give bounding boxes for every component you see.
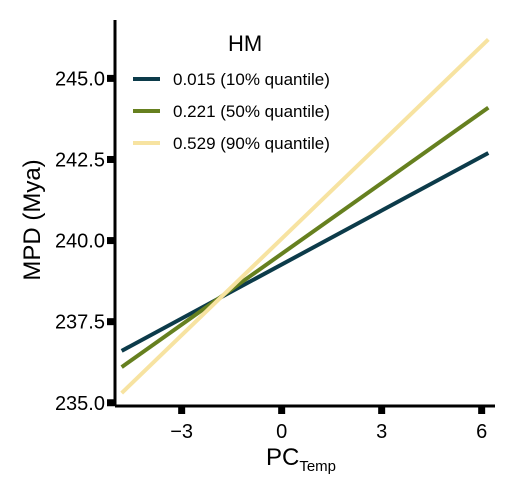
series-line — [120, 105, 490, 369]
y-tick-label: 237.5 — [55, 312, 105, 334]
y-tick-mark — [107, 399, 115, 407]
x-ticks: −3 0 3 6 — [170, 406, 487, 443]
x-axis-title: PCTemp — [266, 444, 336, 475]
legend-label: 0.529 (90% quantile) — [173, 134, 330, 153]
x-tick-mark — [278, 406, 286, 414]
y-tick-mark — [107, 74, 115, 82]
x-tick-mark — [478, 406, 486, 414]
legend-label: 0.221 (50% quantile) — [173, 102, 330, 121]
x-tick-label: 6 — [476, 421, 487, 443]
x-tick-label: 3 — [376, 421, 387, 443]
legend: HM 0.015 (10% quantile) 0.221 (50% quanti… — [133, 31, 330, 153]
y-tick-label: 240.0 — [55, 231, 105, 253]
x-tick-label: 0 — [276, 421, 287, 443]
y-tick-mark — [107, 237, 115, 245]
y-axis-title: MPD (Mya) — [19, 159, 46, 280]
y-tick-label: 245.0 — [55, 68, 105, 90]
series-line — [120, 38, 490, 395]
series-line — [120, 151, 490, 353]
x-tick-label: −3 — [170, 421, 193, 443]
x-tick-mark — [178, 406, 186, 414]
y-tick-mark — [107, 318, 115, 326]
y-ticks: 235.0 237.5 240.0 242.5 245.0 — [55, 68, 115, 415]
x-axis-title-subscript: Temp — [299, 458, 336, 475]
legend-label: 0.015 (10% quantile) — [173, 70, 330, 89]
legend-title: HM — [228, 31, 262, 56]
x-tick-mark — [378, 406, 386, 414]
series-lines — [120, 38, 490, 395]
y-tick-label: 235.0 — [55, 393, 105, 415]
y-tick-mark — [107, 155, 115, 163]
legend-items: 0.015 (10% quantile) 0.221 (50% quantile)… — [133, 70, 330, 153]
y-tick-label: 242.5 — [55, 149, 105, 171]
x-axis-title-main: PC — [266, 444, 299, 471]
